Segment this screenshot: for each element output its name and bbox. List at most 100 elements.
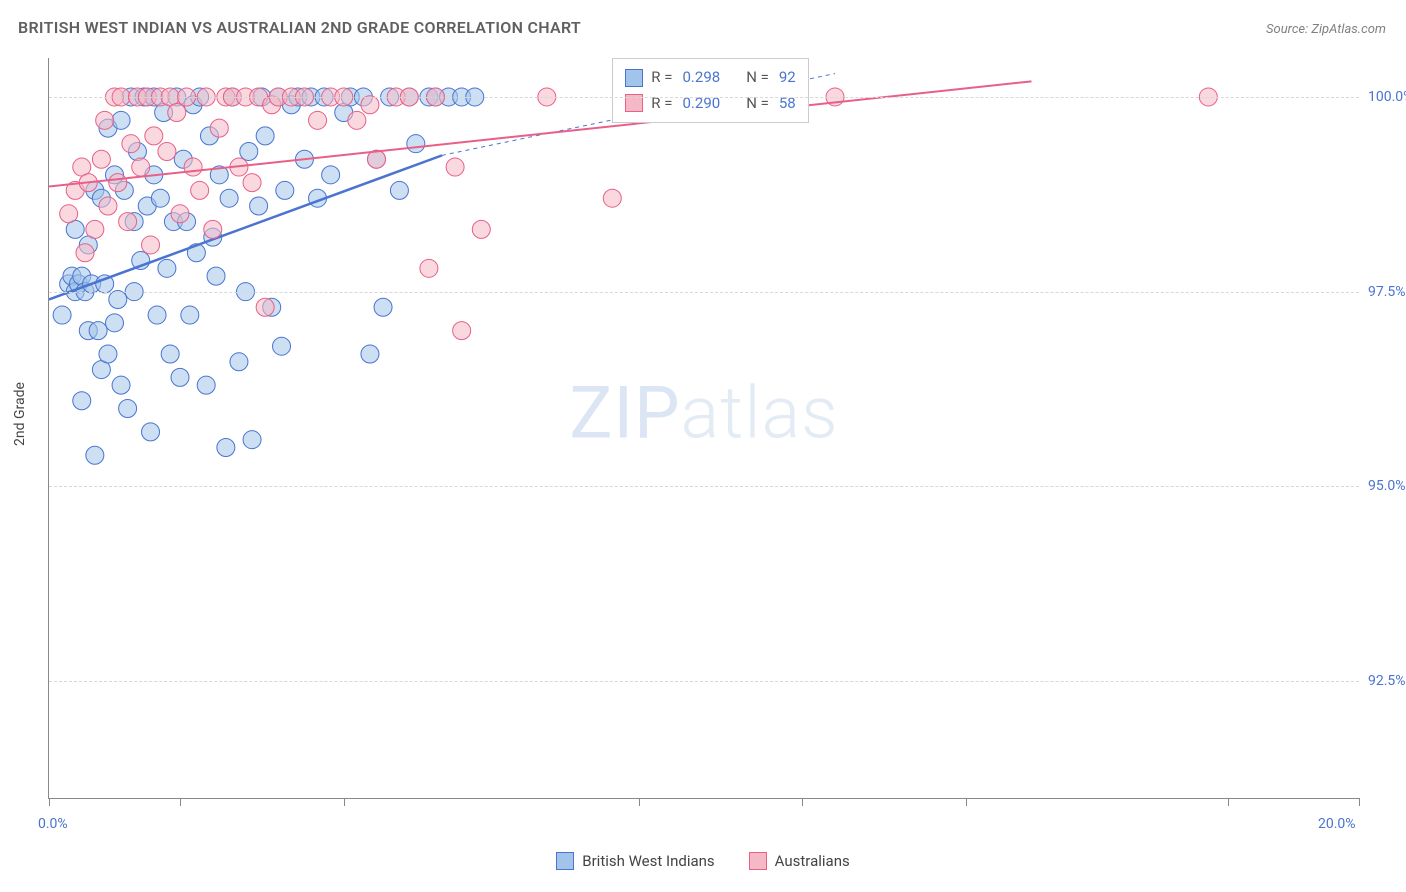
data-point <box>158 142 176 160</box>
data-point <box>132 158 150 176</box>
x-max-label: 20.0% <box>1318 816 1356 832</box>
y-gridline <box>49 681 1359 682</box>
data-point <box>142 423 160 441</box>
chart-container: BRITISH WEST INDIAN VS AUSTRALIAN 2ND GR… <box>0 0 1406 892</box>
data-point <box>603 189 621 207</box>
data-point <box>181 306 199 324</box>
x-tick <box>639 798 640 806</box>
plot-area: ZIPatlas R = 0.298 N = 92 R = 0.290 N = … <box>48 58 1359 799</box>
legend-label-1: British West Indians <box>582 852 714 870</box>
data-point <box>151 189 169 207</box>
r-value-2: 0.290 <box>683 91 721 117</box>
data-point <box>184 158 202 176</box>
data-point <box>207 267 225 285</box>
x-min-label: 0.0% <box>38 816 68 832</box>
n-label-1: N = <box>746 65 769 91</box>
x-tick <box>1359 798 1360 806</box>
data-point <box>158 259 176 277</box>
data-point <box>243 431 261 449</box>
data-point <box>230 353 248 371</box>
data-point <box>171 368 189 386</box>
data-point <box>60 205 78 223</box>
data-point <box>309 111 327 129</box>
data-point <box>168 104 186 122</box>
data-point <box>161 345 179 363</box>
y-tick-label: 97.5% <box>1368 284 1406 300</box>
stats-row-2: R = 0.290 N = 58 <box>625 91 795 117</box>
data-point <box>273 337 291 355</box>
data-point <box>322 166 340 184</box>
x-tick <box>180 798 181 806</box>
x-tick <box>966 798 967 806</box>
data-point <box>220 189 238 207</box>
data-point <box>240 142 258 160</box>
data-point <box>204 220 222 238</box>
data-point <box>109 174 127 192</box>
data-point <box>361 96 379 114</box>
data-point <box>390 181 408 199</box>
y-tick-label: 95.0% <box>1368 478 1406 494</box>
data-point <box>348 111 366 129</box>
y-gridline <box>49 486 1359 487</box>
data-point <box>407 135 425 153</box>
source-attribution: Source: ZipAtlas.com <box>1266 22 1386 37</box>
data-point <box>420 259 438 277</box>
data-point <box>243 174 261 192</box>
data-point <box>374 298 392 316</box>
x-tick <box>49 798 50 806</box>
data-point <box>119 400 137 418</box>
legend-label-2: Australians <box>775 852 850 870</box>
data-point <box>171 205 189 223</box>
data-point <box>92 150 110 168</box>
legend-swatch-1 <box>556 852 574 870</box>
chart-title: BRITISH WEST INDIAN VS AUSTRALIAN 2ND GR… <box>18 18 581 37</box>
data-point <box>86 220 104 238</box>
legend-item-2: Australians <box>749 852 850 870</box>
data-point <box>210 119 228 137</box>
x-tick <box>802 798 803 806</box>
data-point <box>76 244 94 262</box>
data-point <box>148 306 166 324</box>
y-gridline <box>49 292 1359 293</box>
data-point <box>250 197 268 215</box>
y-tick-label: 92.5% <box>1368 673 1406 689</box>
data-point <box>109 290 127 308</box>
legend-swatch-2 <box>749 852 767 870</box>
data-point <box>89 322 107 340</box>
data-point <box>106 314 124 332</box>
data-point <box>256 127 274 145</box>
swatch-series-1 <box>625 69 643 87</box>
r-label-2: R = <box>651 91 672 117</box>
bottom-legend: British West Indians Australians <box>0 852 1406 870</box>
legend-item-1: British West Indians <box>556 852 714 870</box>
n-value-1: 92 <box>779 65 796 91</box>
data-point <box>191 181 209 199</box>
data-point <box>361 345 379 363</box>
stats-row-1: R = 0.298 N = 92 <box>625 65 795 91</box>
y-gridline <box>49 97 1359 98</box>
data-point <box>276 181 294 199</box>
data-point <box>446 158 464 176</box>
data-point <box>453 322 471 340</box>
data-point <box>197 376 215 394</box>
data-point <box>99 197 117 215</box>
data-point <box>142 236 160 254</box>
data-point <box>256 298 274 316</box>
data-point <box>99 345 117 363</box>
data-point <box>73 392 91 410</box>
data-point <box>472 220 490 238</box>
data-point <box>112 111 130 129</box>
data-point <box>53 306 71 324</box>
r-value-1: 0.298 <box>683 65 721 91</box>
data-point <box>96 111 114 129</box>
data-point <box>119 213 137 231</box>
plot-svg <box>49 58 1359 798</box>
data-point <box>86 446 104 464</box>
data-point <box>217 438 235 456</box>
x-tick <box>1228 798 1229 806</box>
r-label-1: R = <box>651 65 672 91</box>
n-label-2: N = <box>746 91 769 117</box>
data-point <box>122 135 140 153</box>
stats-legend: R = 0.298 N = 92 R = 0.290 N = 58 <box>612 58 808 123</box>
data-point <box>112 376 130 394</box>
